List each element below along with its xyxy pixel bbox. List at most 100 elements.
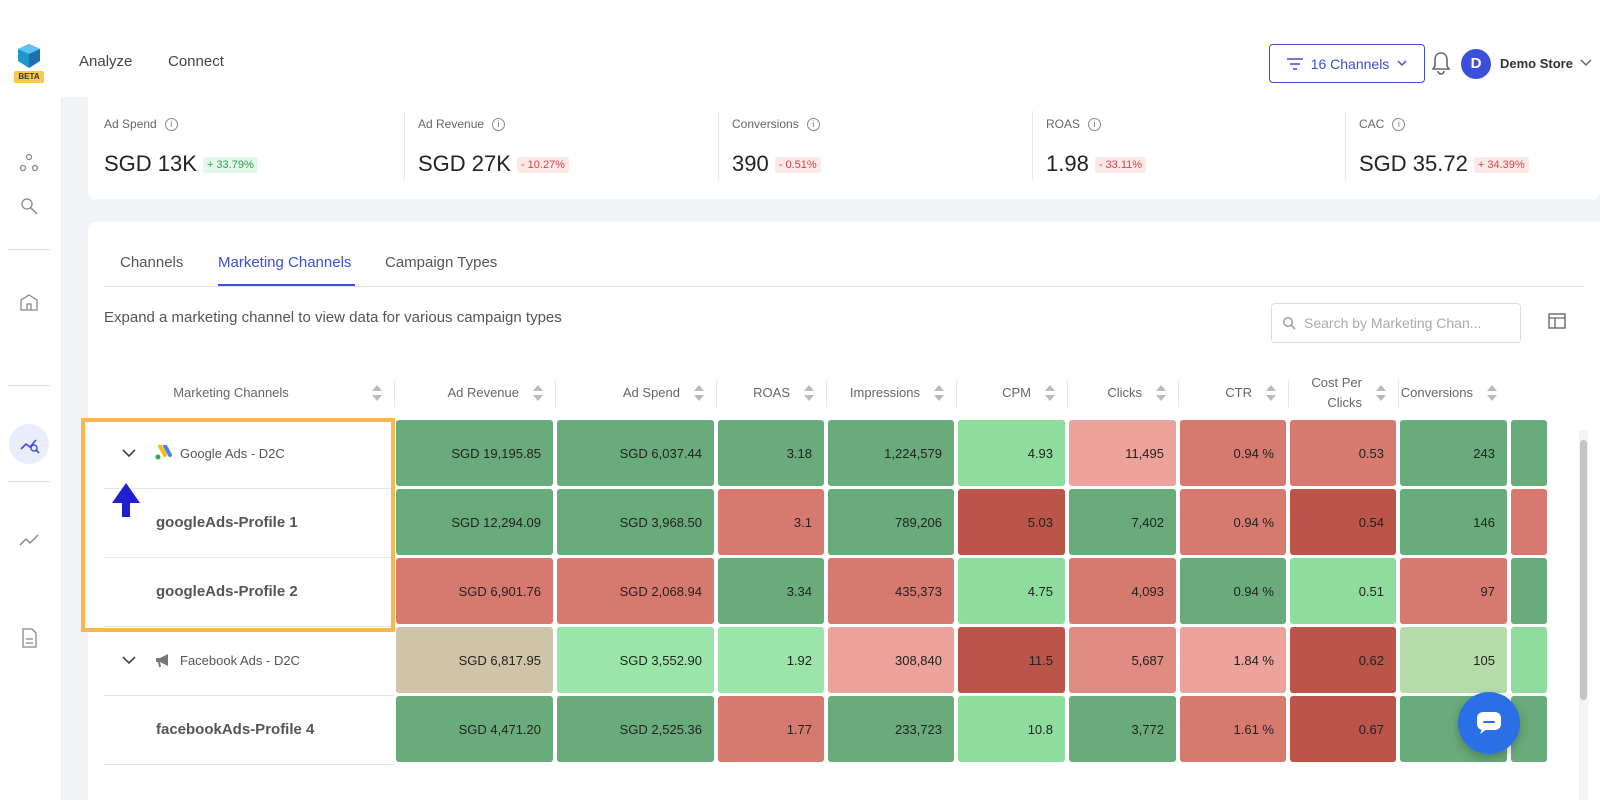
column-header-cost-per-clicks[interactable]: Cost Per Clicks xyxy=(1288,363,1398,423)
sort-icon[interactable] xyxy=(804,383,814,403)
column-divider xyxy=(956,379,957,407)
column-header-label: Conversions xyxy=(1400,385,1473,400)
column-header-ctr[interactable]: CTR xyxy=(1178,363,1288,423)
sort-icon[interactable] xyxy=(694,383,704,403)
metric-cell-clicks: 11,495 xyxy=(1069,420,1176,486)
metric-cell-ad-revenue: SGD 12,294.09 xyxy=(396,489,553,555)
metric-cell-conversions: 105 xyxy=(1400,627,1507,693)
table-hint: Expand a marketing channel to view data … xyxy=(104,309,562,326)
app-logo[interactable]: BETA xyxy=(14,44,44,84)
sort-icon[interactable] xyxy=(1376,383,1386,403)
column-header-conversions[interactable]: Conversions xyxy=(1398,363,1509,423)
sidebar-divider xyxy=(8,481,50,482)
metric-cell-clicks: 7,402 xyxy=(1069,489,1176,555)
kpi-label: CAC i xyxy=(1359,117,1406,132)
store-icon[interactable] xyxy=(18,291,40,313)
metric-cell-cpm: 4.75 xyxy=(958,558,1065,624)
metric-cell-impressions: 435,373 xyxy=(828,558,954,624)
report-icon[interactable] xyxy=(18,627,40,649)
metric-cell-ad-spend: SGD 3,968.50 xyxy=(557,489,714,555)
column-header-label: Cost Per Clicks xyxy=(1311,375,1362,410)
sort-icon[interactable] xyxy=(1487,383,1497,403)
cube-logo-icon xyxy=(18,44,40,68)
chevron-down-icon[interactable] xyxy=(1580,58,1592,68)
column-header-impressions[interactable]: Impressions xyxy=(826,363,956,423)
profile-name: facebookAds-Profile 4 xyxy=(156,721,315,738)
active-tab-indicator xyxy=(218,284,355,286)
metric-cell-impressions: 308,840 xyxy=(828,627,954,693)
kpi-divider xyxy=(1345,111,1346,181)
metric-cell-ctr: 0.94 % xyxy=(1180,489,1286,555)
profile-row[interactable]: googleAds-Profile 2 xyxy=(104,557,394,627)
metric-cell-impressions: 1,224,579 xyxy=(828,420,954,486)
column-header-label: Ad Revenue xyxy=(447,385,519,400)
column-header-cpm[interactable]: CPM xyxy=(956,363,1067,423)
column-settings-icon[interactable] xyxy=(1547,311,1567,331)
tab-campaign-types[interactable]: Campaign Types xyxy=(385,254,498,271)
expand-chevron-icon[interactable] xyxy=(122,448,136,458)
network-icon[interactable] xyxy=(18,152,40,174)
search-icon xyxy=(1282,316,1296,330)
kpi-value: SGD 27K - 10.27% xyxy=(418,151,569,177)
metric-cell-ad-revenue: SGD 19,195.85 xyxy=(396,420,553,486)
column-header-ad-revenue[interactable]: Ad Revenue xyxy=(394,363,555,423)
kpi-label: Conversions i xyxy=(732,117,820,132)
search-settings-icon[interactable] xyxy=(18,195,40,217)
sort-icon[interactable] xyxy=(372,383,382,403)
scrollbar-thumb[interactable] xyxy=(1580,440,1587,700)
column-header-marketing-channels[interactable]: Marketing Channels xyxy=(104,363,394,423)
chat-icon xyxy=(1477,712,1501,734)
channel-row[interactable]: Facebook Ads - D2C xyxy=(104,626,394,696)
nav-connect[interactable]: Connect xyxy=(168,53,224,70)
column-header-ad-spend[interactable]: Ad Spend xyxy=(555,363,716,423)
sort-icon[interactable] xyxy=(533,383,543,403)
info-icon[interactable]: i xyxy=(806,118,820,132)
metric-cell-roas: 3.34 xyxy=(718,558,824,624)
channel-row[interactable]: Google Ads - D2C xyxy=(104,419,394,489)
info-icon[interactable]: i xyxy=(1392,118,1406,132)
analytics-search-icon[interactable] xyxy=(19,433,41,455)
trend-icon[interactable] xyxy=(18,529,40,551)
sidebar xyxy=(0,97,62,800)
info-icon[interactable]: i xyxy=(492,118,506,132)
tab-channels[interactable]: Channels xyxy=(120,254,184,271)
pointer-arrow-icon xyxy=(112,483,140,517)
store-name[interactable]: Demo Store xyxy=(1500,56,1573,71)
kpi-label: Ad Revenue i xyxy=(418,117,506,132)
metric-cell-ad-spend: SGD 2,525.36 xyxy=(557,696,714,762)
metric-cell-cost-per-clicks: 0.53 xyxy=(1290,420,1396,486)
tab-marketing-channels[interactable]: Marketing Channels xyxy=(218,254,352,271)
profile-name: googleAds-Profile 2 xyxy=(156,583,298,600)
column-header-label: Clicks xyxy=(1107,385,1142,400)
sort-icon[interactable] xyxy=(1045,383,1055,403)
metric-cell-cost-per-clicks: 0.67 xyxy=(1290,696,1396,762)
tab-bar: Channels Marketing Channels Campaign Typ… xyxy=(104,222,1584,287)
expand-chevron-icon[interactable] xyxy=(122,655,136,665)
profile-row[interactable]: facebookAds-Profile 4 xyxy=(104,695,394,765)
notification-bell-icon[interactable] xyxy=(1430,51,1452,75)
column-header-clicks[interactable]: Clicks xyxy=(1067,363,1178,423)
profile-row[interactable]: googleAds-Profile 1 xyxy=(104,488,394,558)
kpi-value: SGD 35.72 + 34.39% xyxy=(1359,151,1529,177)
column-divider xyxy=(1178,379,1179,407)
info-icon[interactable]: i xyxy=(164,118,178,132)
metric-cell-extra xyxy=(1511,627,1547,693)
column-divider xyxy=(555,379,556,407)
info-icon[interactable]: i xyxy=(1088,118,1102,132)
metric-cell-conversions: 243 xyxy=(1400,420,1507,486)
sort-icon[interactable] xyxy=(934,383,944,403)
channels-filter-button[interactable]: 16 Channels xyxy=(1269,44,1425,83)
avatar[interactable]: D xyxy=(1461,49,1491,79)
metric-cell-extra xyxy=(1511,420,1547,486)
column-header-roas[interactable]: ROAS xyxy=(716,363,826,423)
search-input[interactable]: Search by Marketing Chan... xyxy=(1271,303,1521,343)
metric-cell-conversions: 97 xyxy=(1400,558,1507,624)
sort-icon[interactable] xyxy=(1156,383,1166,403)
chat-button[interactable] xyxy=(1458,692,1520,754)
sort-icon[interactable] xyxy=(1266,383,1276,403)
metric-cell-cost-per-clicks: 0.62 xyxy=(1290,627,1396,693)
kpi-divider xyxy=(718,111,719,181)
column-divider xyxy=(1398,379,1399,407)
column-header-label: ROAS xyxy=(753,385,790,400)
nav-analyze[interactable]: Analyze xyxy=(79,53,133,70)
